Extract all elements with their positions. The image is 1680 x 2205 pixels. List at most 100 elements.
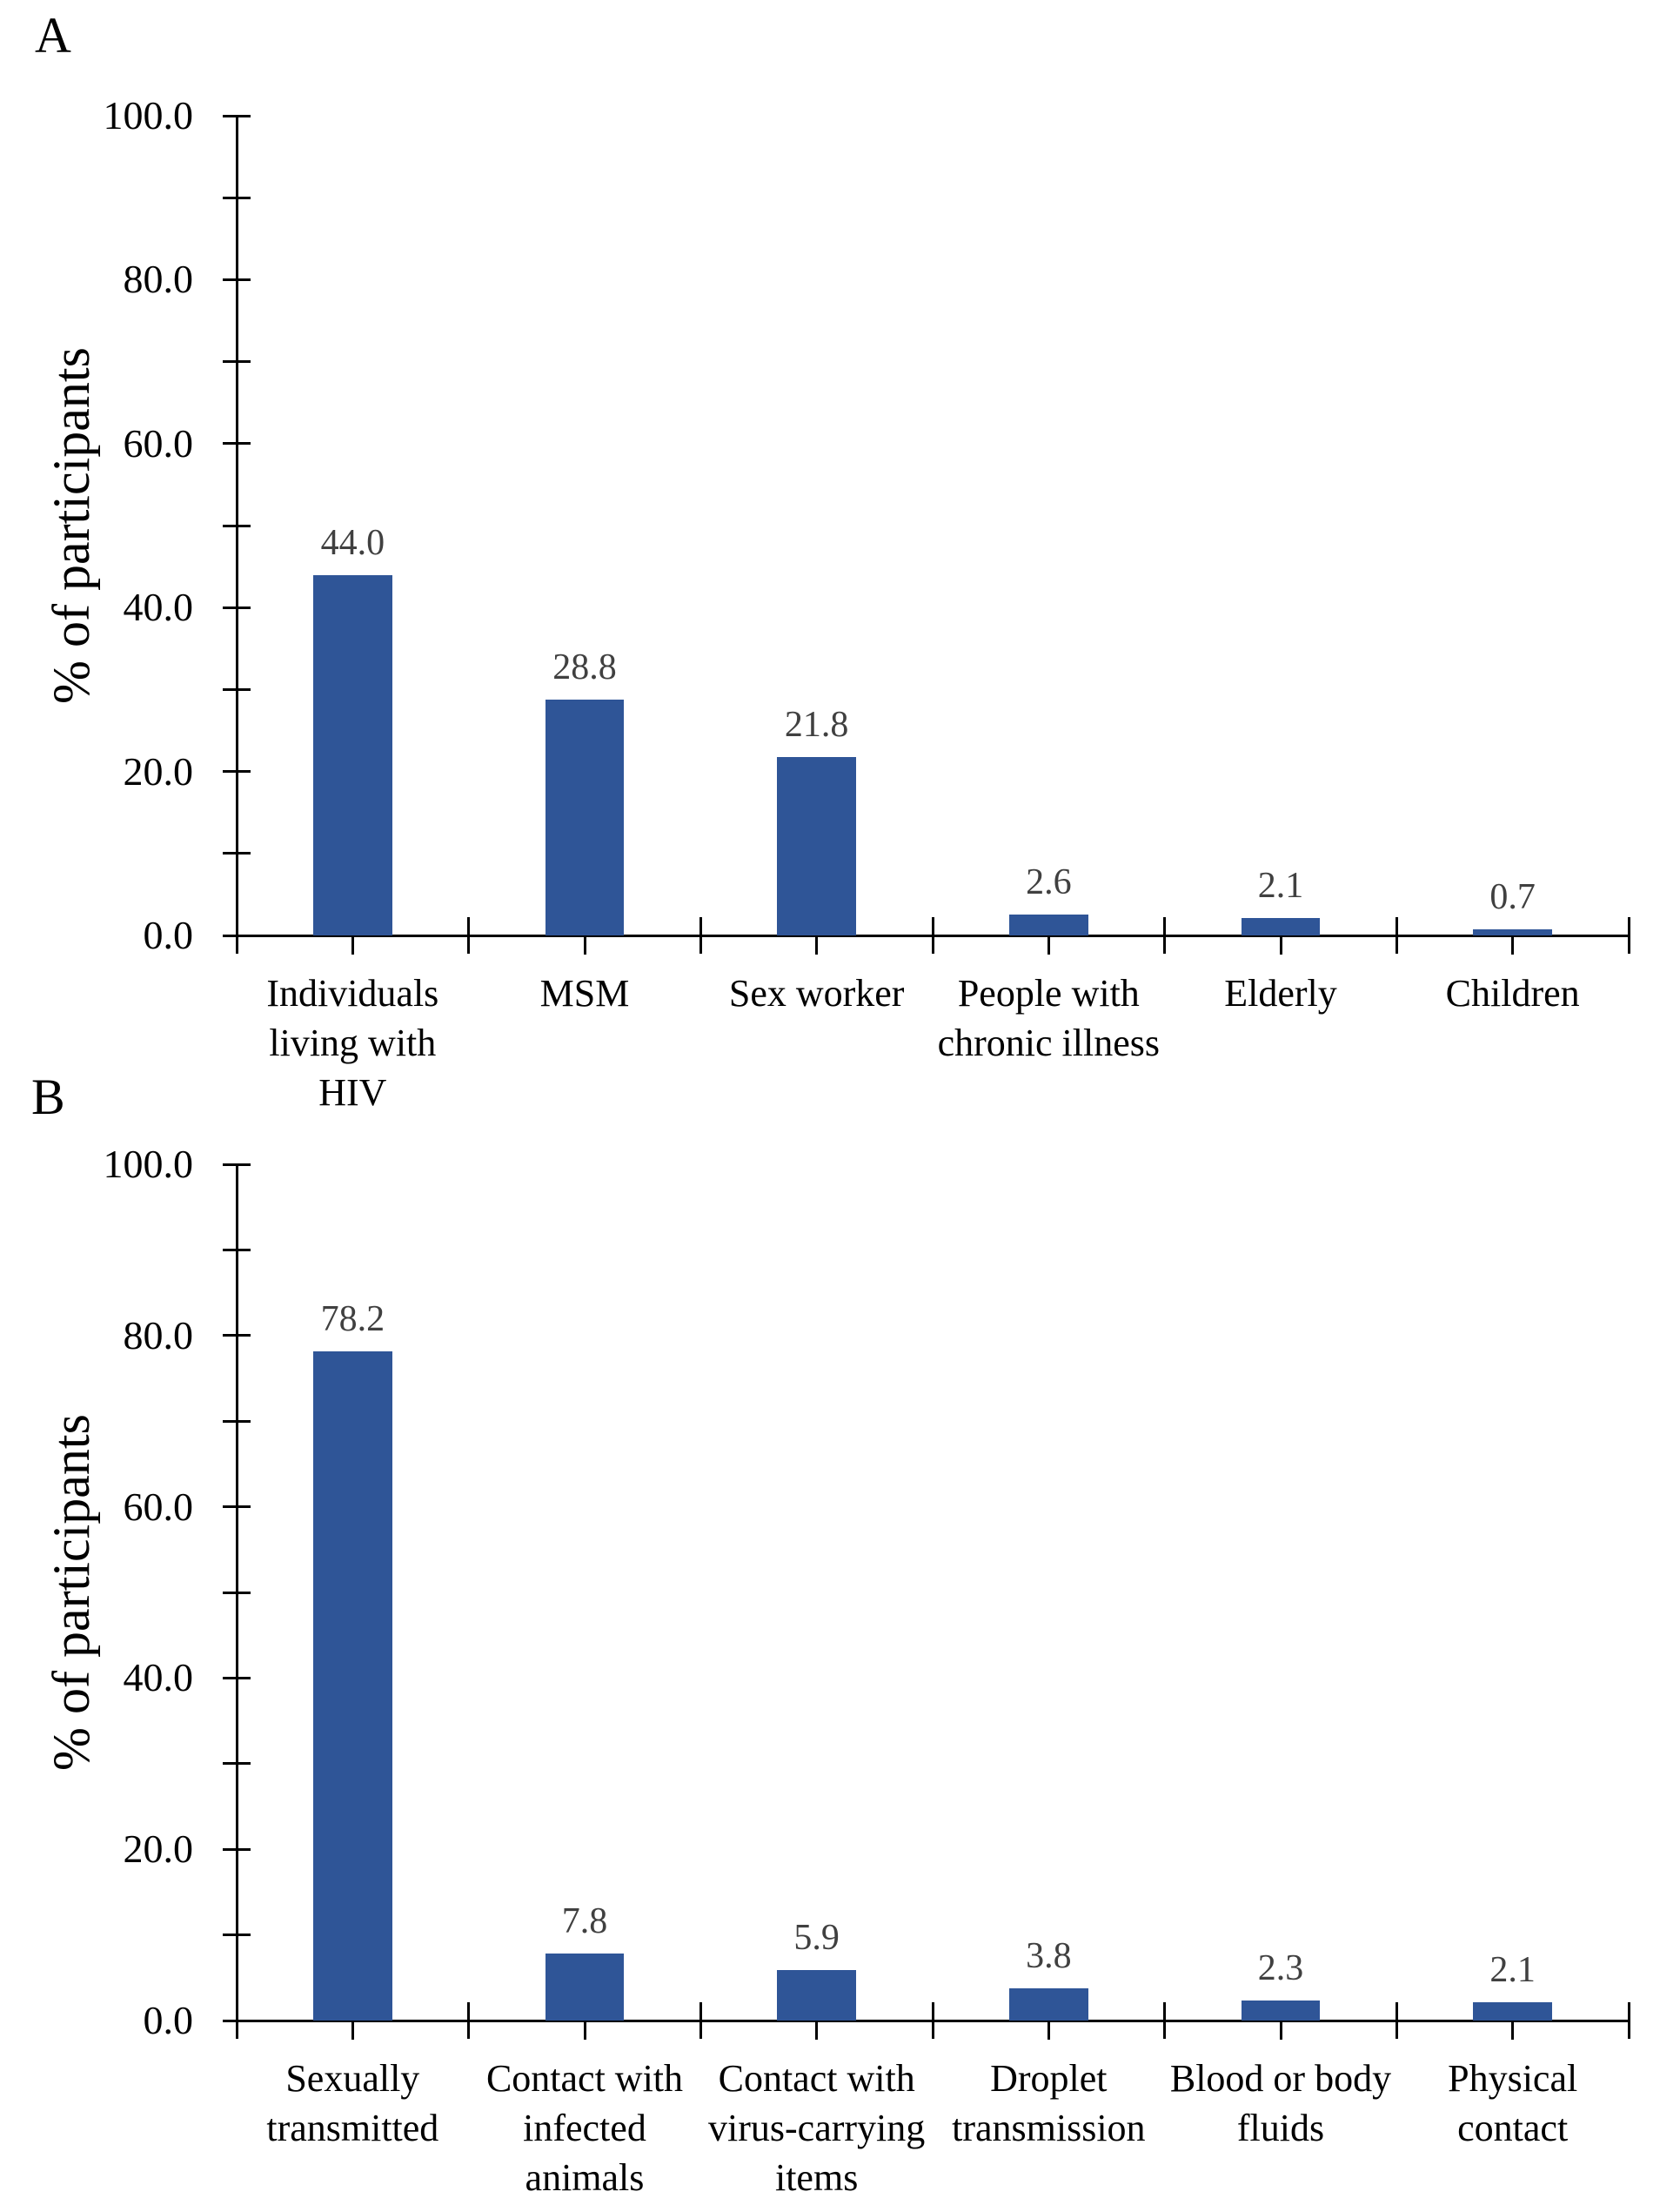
category-label-line: People with (957, 972, 1140, 1015)
x-boundary-tick (1395, 2002, 1398, 2039)
category-label-line: Sexually (285, 2057, 420, 2100)
category-label-line: living with (269, 1022, 437, 1064)
y-tick (223, 114, 251, 117)
bar (1473, 2002, 1552, 2021)
y-tick (223, 1847, 251, 1851)
bar-value-label: 2.1 (1489, 1950, 1536, 1991)
bar (777, 756, 856, 935)
y-tick (223, 1762, 251, 1766)
y-tick (223, 1934, 251, 1937)
y-tick (223, 1248, 251, 1251)
panel-letter: B (31, 1069, 65, 1125)
bar-value-label: 0.7 (1489, 877, 1536, 918)
x-center-tick (1511, 2021, 1515, 2040)
y-tick (223, 1676, 251, 1679)
panel-letter: A (35, 7, 71, 64)
y-tick (223, 278, 251, 281)
y-tick-label: 40.0 (123, 1655, 194, 1700)
category-label: Contact with virus-carrying items (683, 2054, 950, 2202)
x-boundary-tick (1395, 917, 1398, 954)
bar-value-label: 3.8 (1026, 1935, 1072, 1976)
y-tick-label: 0.0 (143, 913, 194, 957)
category-label-line: MSM (539, 972, 630, 1015)
y-tick (223, 606, 251, 609)
bar-value-label: 28.8 (552, 647, 617, 687)
y-tick (223, 770, 251, 774)
y-tick-label: 40.0 (123, 585, 194, 630)
y-tick (223, 1334, 251, 1337)
x-boundary-tick (1627, 2002, 1630, 2039)
y-tick (223, 852, 251, 855)
x-boundary-tick (467, 2002, 471, 2039)
y-tick (223, 442, 251, 446)
y-tick (223, 524, 251, 527)
y-tick-label: 100.0 (103, 1142, 194, 1186)
x-boundary-tick (467, 917, 471, 954)
bar (777, 1969, 856, 2021)
x-center-tick (1511, 935, 1515, 955)
x-center-tick (351, 935, 354, 955)
bar-value-label: 2.6 (1026, 861, 1072, 902)
category-label: People with chronic illness (915, 968, 1182, 1068)
category-label-line: Sex worker (728, 972, 905, 1015)
y-tick (223, 360, 251, 364)
category-label-line: Contact with (718, 2057, 915, 2100)
x-center-tick (1047, 2021, 1050, 2040)
y-tick-label: 100.0 (103, 93, 194, 137)
y-tick (223, 1419, 251, 1423)
category-label: Children (1379, 968, 1646, 1018)
x-center-tick (815, 935, 819, 955)
x-center-tick (351, 2021, 354, 2040)
x-boundary-tick (1163, 917, 1167, 954)
bar-value-label: 78.2 (320, 1298, 385, 1339)
bar (545, 699, 625, 935)
bar (1241, 2001, 1321, 2021)
category-label: Contact with infected animals (452, 2054, 719, 2202)
x-center-tick (815, 2021, 819, 2040)
bar (313, 1350, 392, 2021)
category-label: Individuals living with HIV (219, 968, 486, 1117)
category-label-line: HIV (318, 1071, 387, 1114)
y-tick-label: 80.0 (123, 257, 194, 302)
bar-value-label: 2.1 (1257, 866, 1304, 907)
y-tick (223, 1505, 251, 1509)
bar (1241, 918, 1321, 935)
bar (1473, 929, 1552, 935)
x-boundary-tick (699, 2002, 702, 2039)
bar-value-label: 2.3 (1257, 1948, 1304, 1989)
y-tick-label: 60.0 (123, 420, 194, 466)
bar-value-label: 5.9 (793, 1917, 840, 1958)
category-label-line: Individuals (266, 972, 439, 1015)
x-center-tick (1279, 935, 1282, 955)
plot-area: 0.0 20.0 40.0 60.0 80.0 100.0 78.2 Sexually tran… (104, 1142, 1630, 2199)
category-label-line: transmission (952, 2107, 1146, 2149)
x-boundary-tick (235, 917, 238, 954)
x-boundary-tick (235, 2002, 238, 2039)
category-label-line: infected (523, 2107, 646, 2149)
y-tick (223, 1163, 251, 1166)
bar (1009, 914, 1088, 935)
category-label-line: Contact with (485, 2057, 684, 2100)
x-center-tick (583, 2021, 586, 2040)
category-label-line: fluids (1236, 2107, 1325, 2149)
category-label: Elderly (1148, 968, 1415, 1018)
bar-value-label: 21.8 (784, 704, 849, 745)
x-center-tick (1279, 2021, 1282, 2040)
category-label-line: Droplet (990, 2057, 1108, 2100)
bar-value-label: 44.0 (320, 522, 385, 563)
bar-value-label: 7.8 (561, 1901, 608, 1942)
category-label-line: chronic illness (937, 1022, 1161, 1064)
x-boundary-tick (699, 917, 702, 954)
y-tick-label: 60.0 (123, 1484, 194, 1529)
category-label-line: items (774, 2156, 859, 2199)
bar (313, 574, 392, 935)
category-label-line: Physical (1448, 2057, 1578, 2100)
x-boundary-tick (1627, 917, 1630, 954)
category-label-line: virus-carrying (708, 2107, 926, 2149)
y-tick (223, 1591, 251, 1594)
x-boundary-tick (931, 917, 934, 954)
plot-area: 0.0 20.0 40.0 60.0 80.0 100.0 44.0 Individuals l… (104, 93, 1630, 1114)
y-tick-label: 0.0 (143, 1998, 194, 2042)
